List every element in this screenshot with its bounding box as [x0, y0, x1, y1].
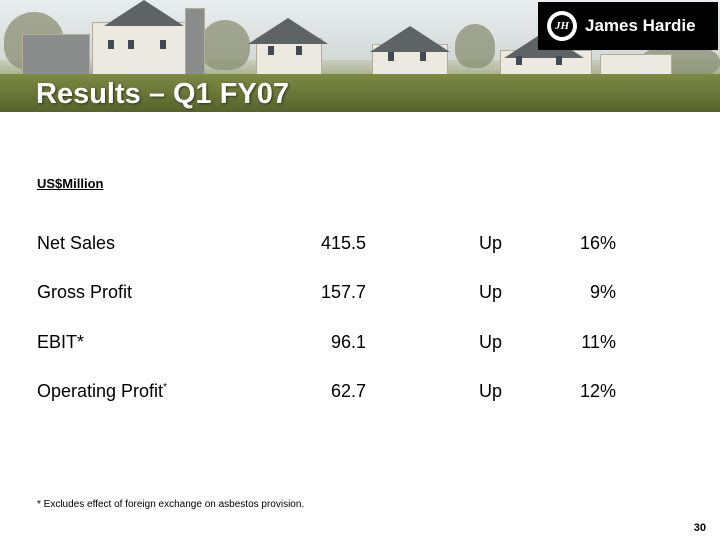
metric-label: Net Sales [37, 233, 116, 253]
window-shape [556, 56, 562, 65]
company-logo: JH James Hardie [538, 2, 718, 50]
metric-label-group: Operating Profit* [37, 381, 167, 402]
window-shape [420, 52, 426, 61]
roof-shape [370, 26, 450, 52]
metric-value: 62.7 [330, 381, 366, 401]
results-row: Gross Profit 157.7 Up 9% [0, 282, 720, 308]
roof-shape [104, 0, 184, 26]
results-row: EBIT* 96.1 Up 11% [0, 332, 720, 358]
results-row: Net Sales 415.5 Up 16% [0, 233, 720, 259]
metric-label: Gross Profit [37, 282, 133, 302]
metric-direction: Up [479, 233, 503, 253]
lawn-background [0, 74, 720, 112]
house-image [185, 8, 205, 76]
roof-shape [248, 18, 328, 44]
logo-mark-icon: JH [547, 11, 577, 41]
tree-image [455, 24, 495, 68]
metric-change: 12% [579, 381, 616, 401]
metric-direction: Up [479, 282, 503, 302]
metric-label: EBIT* [37, 332, 85, 352]
window-shape [128, 40, 134, 49]
window-shape [516, 56, 522, 65]
footnote-marker: * [163, 382, 167, 393]
house-image [22, 34, 90, 76]
metric-change: 16% [579, 233, 616, 253]
house-image [92, 22, 198, 76]
metric-direction: Up [479, 381, 503, 401]
metric-direction: Up [479, 332, 503, 352]
tree-image [200, 20, 250, 70]
metric-value: 157.7 [320, 282, 366, 302]
window-shape [388, 52, 394, 61]
metric-value: 96.1 [330, 332, 366, 352]
window-shape [108, 40, 114, 49]
metric-change: 9% [589, 282, 616, 302]
window-shape [296, 46, 302, 55]
logo-monogram: JH [551, 15, 573, 37]
footnote: * Excludes effect of foreign exchange on… [37, 499, 305, 510]
window-shape [160, 40, 166, 49]
window-shape [268, 46, 274, 55]
page-number: 30 [693, 522, 706, 534]
metric-change: 11% [581, 332, 616, 352]
unit-label: US$Million [37, 176, 104, 191]
metric-label: Operating Profit [37, 381, 164, 401]
slide-title: Results – Q1 FY07 [36, 78, 290, 110]
house-image [600, 54, 672, 76]
metric-value: 415.5 [320, 233, 366, 253]
logo-text: James Hardie [585, 16, 696, 35]
results-row: Operating Profit* 62.7 Up 12% [0, 381, 720, 407]
